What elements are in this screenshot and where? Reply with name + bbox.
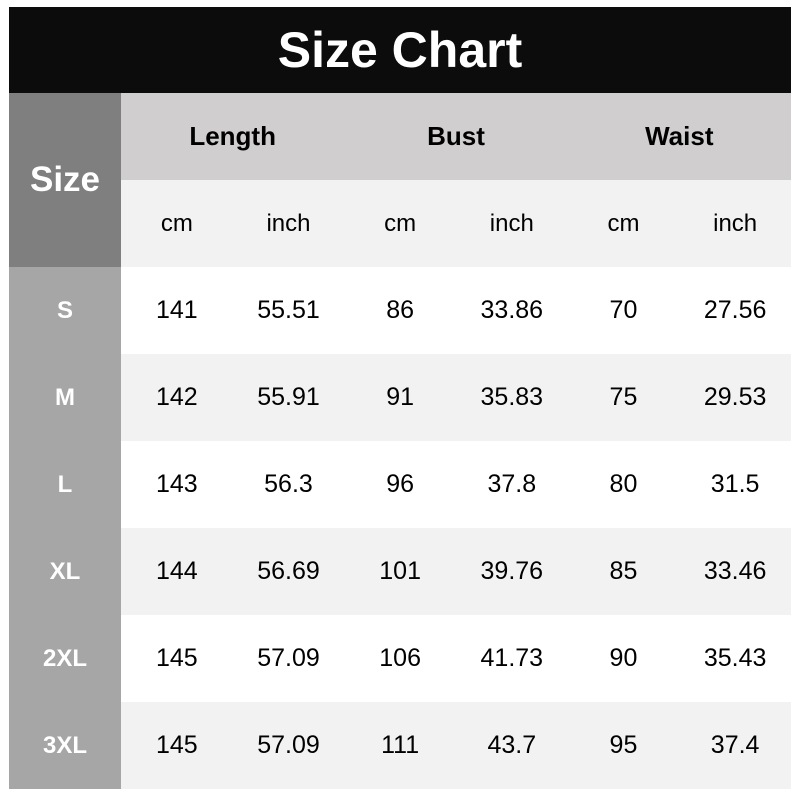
unit-header: cm bbox=[567, 180, 680, 267]
measurement-cell: 43.7 bbox=[455, 702, 568, 789]
size-column-header: Size bbox=[9, 93, 121, 267]
measurement-cell: 145 bbox=[121, 702, 233, 789]
measurement-cell: 106 bbox=[344, 615, 456, 702]
unit-header: cm bbox=[121, 180, 233, 267]
unit-header: inch bbox=[232, 180, 345, 267]
table-row: L 143 56.3 96 37.8 80 31.5 bbox=[9, 441, 791, 528]
unit-header: inch bbox=[679, 180, 791, 267]
measurement-cell: 86 bbox=[344, 267, 456, 354]
measurement-cell: 91 bbox=[344, 354, 456, 441]
size-label: S bbox=[9, 267, 121, 354]
measurement-cell: 142 bbox=[121, 354, 233, 441]
measurement-cell: 75 bbox=[567, 354, 680, 441]
measurement-cell: 56.3 bbox=[232, 441, 345, 528]
measurement-cell: 57.09 bbox=[232, 615, 345, 702]
measurement-cell: 33.86 bbox=[455, 267, 568, 354]
unit-header-row: cm inch cm inch cm inch bbox=[9, 180, 791, 267]
group-header-bust: Bust bbox=[344, 93, 568, 180]
measurement-cell: 29.53 bbox=[679, 354, 791, 441]
group-header-length: Length bbox=[121, 93, 345, 180]
size-label: 3XL bbox=[9, 702, 121, 789]
measurement-cell: 143 bbox=[121, 441, 233, 528]
measurement-cell: 35.83 bbox=[455, 354, 568, 441]
measurement-cell: 95 bbox=[567, 702, 680, 789]
unit-header: inch bbox=[455, 180, 568, 267]
measurement-cell: 39.76 bbox=[455, 528, 568, 615]
measurement-cell: 80 bbox=[567, 441, 680, 528]
measurement-cell: 27.56 bbox=[679, 267, 791, 354]
measurement-cell: 70 bbox=[567, 267, 680, 354]
measurement-cell: 37.8 bbox=[455, 441, 568, 528]
measurement-cell: 144 bbox=[121, 528, 233, 615]
table-row: S 141 55.51 86 33.86 70 27.56 bbox=[9, 267, 791, 354]
measurement-cell: 37.4 bbox=[679, 702, 791, 789]
measurement-cell: 145 bbox=[121, 615, 233, 702]
measurement-cell: 35.43 bbox=[679, 615, 791, 702]
measurement-cell: 57.09 bbox=[232, 702, 345, 789]
size-table: Size Length Bust Waist cm inch cm inch c… bbox=[9, 93, 791, 789]
unit-header: cm bbox=[344, 180, 456, 267]
size-label: L bbox=[9, 441, 121, 528]
measurement-cell: 56.69 bbox=[232, 528, 345, 615]
measurement-cell: 31.5 bbox=[679, 441, 791, 528]
size-label: M bbox=[9, 354, 121, 441]
measurement-cell: 101 bbox=[344, 528, 456, 615]
measurement-cell: 85 bbox=[567, 528, 680, 615]
size-chart: Size Chart Size Length Bust Waist cm inc… bbox=[9, 7, 791, 789]
table-row: 2XL 145 57.09 106 41.73 90 35.43 bbox=[9, 615, 791, 702]
measurement-cell: 141 bbox=[121, 267, 233, 354]
size-label: 2XL bbox=[9, 615, 121, 702]
chart-title: Size Chart bbox=[9, 7, 791, 93]
measurement-cell: 41.73 bbox=[455, 615, 568, 702]
measurement-cell: 111 bbox=[344, 702, 456, 789]
size-label: XL bbox=[9, 528, 121, 615]
group-header-row: Size Length Bust Waist bbox=[9, 93, 791, 267]
group-header-waist: Waist bbox=[567, 93, 791, 180]
measurement-cell: 90 bbox=[567, 615, 680, 702]
table-row: M 142 55.91 91 35.83 75 29.53 bbox=[9, 354, 791, 441]
table-row: 3XL 145 57.09 111 43.7 95 37.4 bbox=[9, 702, 791, 789]
measurement-cell: 55.51 bbox=[232, 267, 345, 354]
measurement-cell: 55.91 bbox=[232, 354, 345, 441]
measurement-cell: 33.46 bbox=[679, 528, 791, 615]
measurement-cell: 96 bbox=[344, 441, 456, 528]
table-row: XL 144 56.69 101 39.76 85 33.46 bbox=[9, 528, 791, 615]
